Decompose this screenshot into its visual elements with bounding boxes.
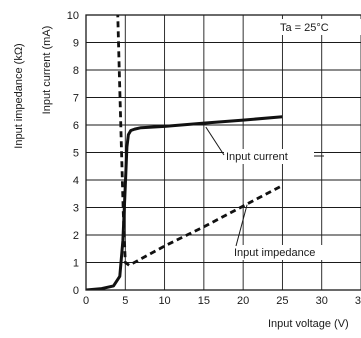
- y-axis-title-current: Input current (mA): [41, 26, 53, 115]
- series-label-impedance: Input impedance: [234, 247, 315, 259]
- tick-labels: 0 5 10 15 20 25 30 35 0 1 2 3 4 5 6 7 8 9 10: [67, 10, 361, 307]
- impedance-label-bg: [232, 245, 336, 260]
- y-tick-label-8: 8: [73, 65, 79, 77]
- impedance-leader-line: [235, 204, 248, 247]
- x-tick-label-7: 35: [355, 295, 361, 307]
- annotation-ta: Ta = 25°C: [280, 22, 329, 34]
- x-tick-label-6: 30: [316, 295, 328, 307]
- series-line-input-current: [86, 115, 283, 290]
- y-tick-label-9: 9: [73, 38, 79, 50]
- y-tick-label-1: 1: [73, 258, 79, 270]
- series-line-input-impedance: [116, 15, 284, 267]
- y-tick-label-5: 5: [73, 148, 79, 160]
- series-layer: [86, 15, 284, 290]
- y-tick-label-3: 3: [73, 203, 79, 215]
- y-tick-label-0: 0: [73, 285, 79, 297]
- x-tick-label-5: 25: [276, 295, 288, 307]
- x-axis-title: Input voltage (V): [268, 318, 349, 330]
- y-tick-label-6: 6: [73, 120, 79, 132]
- x-tick-label-2: 10: [158, 295, 170, 307]
- plot-frame: [85, 14, 361, 291]
- y-tick-label-4: 4: [73, 175, 79, 187]
- x-tick-label-3: 15: [198, 295, 210, 307]
- x-tick-label-1: 5: [122, 295, 128, 307]
- annotation-box: [276, 19, 361, 35]
- x-tick-label-0: 0: [83, 295, 89, 307]
- y-tick-label-7: 7: [73, 93, 79, 105]
- y-tick-label-10: 10: [67, 10, 79, 22]
- y-tick-label-2: 2: [73, 230, 79, 242]
- current-leader-line: [205, 126, 225, 156]
- x-tick-label-4: 20: [237, 295, 249, 307]
- current-label-bg: [224, 149, 314, 164]
- y-axis-title-impedance: Input impedance (kΩ): [13, 43, 25, 148]
- series-label-current: Input current: [226, 151, 288, 163]
